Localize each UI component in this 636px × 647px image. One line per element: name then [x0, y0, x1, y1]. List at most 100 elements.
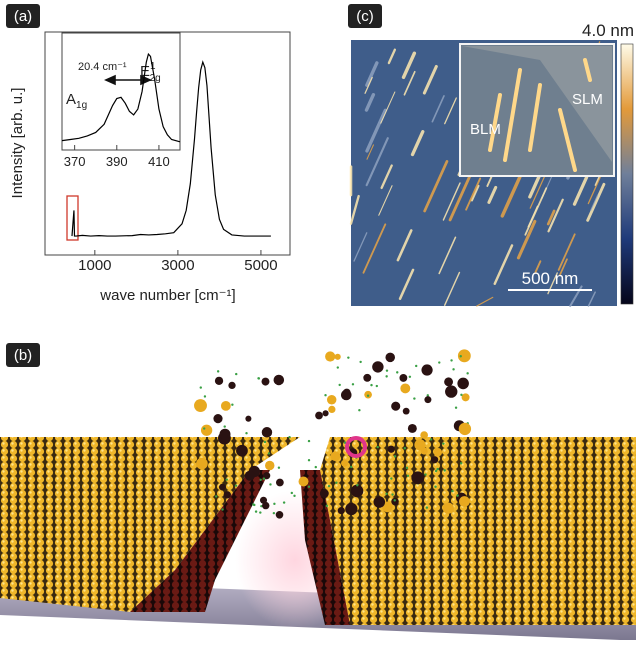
atom — [325, 504, 329, 508]
afm-streak — [353, 232, 368, 262]
atom — [426, 394, 429, 397]
afm-streak — [401, 51, 417, 80]
atom — [307, 459, 311, 462]
atom — [436, 467, 439, 471]
afm-streak — [444, 97, 457, 125]
atom — [257, 377, 261, 380]
atom — [450, 359, 453, 362]
atom — [385, 369, 389, 372]
atom — [415, 364, 418, 368]
afm-streak — [431, 95, 445, 123]
atom — [375, 384, 379, 388]
spectrum-line — [61, 52, 181, 143]
atom — [461, 393, 470, 402]
atom — [267, 452, 271, 455]
atom — [444, 377, 454, 387]
ion — [345, 436, 367, 458]
atom — [261, 427, 273, 438]
afm-streak — [590, 194, 599, 212]
atom — [345, 502, 358, 516]
afm-streak — [493, 244, 514, 285]
afm-streak — [465, 177, 482, 211]
atom — [351, 383, 355, 386]
atom — [275, 510, 284, 519]
atom — [236, 444, 248, 457]
atom — [452, 368, 455, 371]
panel-label: (a) — [14, 8, 32, 25]
atom — [254, 510, 258, 513]
atom — [231, 403, 234, 406]
afm-streak — [476, 296, 494, 307]
atom — [430, 456, 439, 464]
atom — [425, 506, 429, 509]
atom — [414, 439, 426, 451]
afm-streak — [410, 130, 425, 157]
atom — [259, 511, 262, 514]
atom — [393, 499, 396, 502]
atom — [319, 489, 329, 498]
atom — [338, 383, 341, 387]
afm-streak — [380, 164, 393, 190]
atom — [356, 484, 359, 487]
atom — [314, 465, 317, 469]
atom — [260, 504, 263, 508]
atom — [298, 476, 309, 487]
atom — [373, 496, 386, 508]
atom — [214, 495, 218, 498]
atom — [460, 393, 463, 397]
atom — [223, 491, 232, 499]
atom — [327, 484, 331, 488]
atom — [234, 484, 238, 487]
afm-streak — [557, 233, 576, 271]
atom — [341, 459, 349, 467]
atom — [466, 372, 469, 375]
atom — [459, 355, 462, 358]
afm-streak — [546, 209, 556, 226]
atom — [438, 361, 441, 364]
atom — [457, 377, 469, 390]
monolayer-right — [320, 437, 636, 625]
atom — [340, 389, 352, 401]
atom — [387, 445, 395, 453]
atom — [396, 371, 399, 374]
atom — [216, 370, 220, 373]
atom — [324, 394, 327, 397]
atom — [273, 374, 285, 386]
atom — [265, 460, 275, 471]
monolayer-left — [0, 437, 300, 612]
ejected-atoms — [194, 349, 472, 519]
atom — [259, 478, 262, 482]
x-tick-label: 370 — [64, 154, 86, 169]
y-axis-label: Intensity [arb. u.] — [9, 88, 26, 199]
atom — [458, 422, 472, 436]
atom — [385, 492, 388, 495]
atom — [218, 483, 226, 491]
atom — [325, 351, 336, 362]
panel-label-box — [6, 343, 40, 367]
peak-label: 2g — [150, 73, 161, 84]
afm-streak — [438, 236, 457, 275]
atom — [454, 406, 458, 409]
atom — [245, 415, 252, 422]
atom — [408, 375, 412, 378]
atom — [223, 425, 226, 428]
x-tick-label: 1000 — [78, 257, 111, 274]
atom — [350, 484, 364, 498]
afm-streak — [583, 58, 592, 82]
atom — [391, 493, 394, 496]
atom — [347, 356, 350, 359]
afm-streak — [503, 68, 522, 162]
atom — [326, 395, 337, 405]
afm-streak — [362, 223, 387, 274]
atom — [203, 395, 207, 398]
afm-inset-features — [488, 58, 592, 172]
atom — [366, 394, 370, 397]
afm-streak — [442, 182, 461, 221]
atom — [402, 407, 410, 415]
atom — [413, 397, 416, 400]
atom — [203, 427, 206, 430]
atom — [328, 405, 336, 414]
atom — [334, 353, 341, 360]
atom — [424, 396, 432, 404]
